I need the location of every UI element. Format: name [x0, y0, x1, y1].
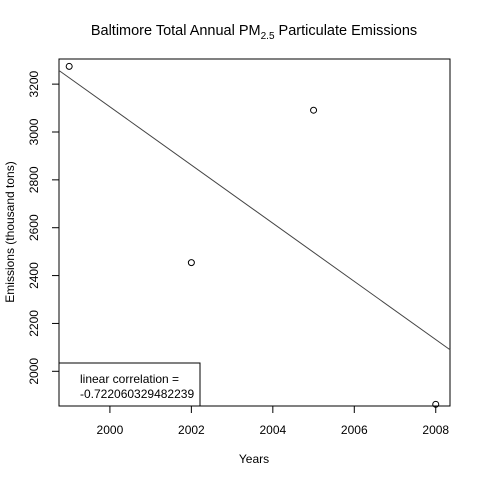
- y-tick-label: 3200: [27, 70, 41, 97]
- legend-line-2: -0.722060329482239: [80, 387, 194, 401]
- chart-title: Baltimore Total Annual PM2.5 Particulate…: [91, 23, 417, 42]
- y-tick-label: 2400: [27, 262, 41, 289]
- y-tick-label: 2600: [27, 214, 41, 241]
- x-tick-label: 2000: [97, 423, 124, 437]
- y-tick-label: 2200: [27, 310, 41, 337]
- x-tick-label: 2008: [422, 423, 449, 437]
- data-point: [310, 106, 318, 114]
- y-tick-label: 3000: [27, 118, 41, 145]
- x-tick-label: 2004: [259, 423, 286, 437]
- data-point: [187, 259, 195, 267]
- data-point: [65, 62, 73, 70]
- legend-box: [58, 362, 201, 407]
- legend-line-1: linear correlation =: [80, 372, 179, 386]
- y-tick-label: 2000: [27, 358, 41, 385]
- data-points: [65, 62, 440, 408]
- legend: linear correlation = -0.722060329482239: [58, 362, 201, 407]
- regression-line: [58, 70, 451, 351]
- chart-title-subscript: 2.5: [261, 31, 275, 42]
- x-tick-label: 2006: [341, 423, 368, 437]
- y-axis-title: Emissions (thousand tons): [3, 161, 17, 302]
- y-axis: 2000 2200 2400 2600 2800 3000 3200: [27, 70, 60, 385]
- x-axis-title: Years: [239, 452, 269, 466]
- chart-title-rest: Particulate Emissions: [275, 23, 418, 39]
- x-tick-label: 2002: [178, 423, 205, 437]
- data-point: [432, 400, 440, 408]
- chart-title-main: Baltimore Total Annual PM: [91, 23, 261, 39]
- y-tick-label: 2800: [27, 166, 41, 193]
